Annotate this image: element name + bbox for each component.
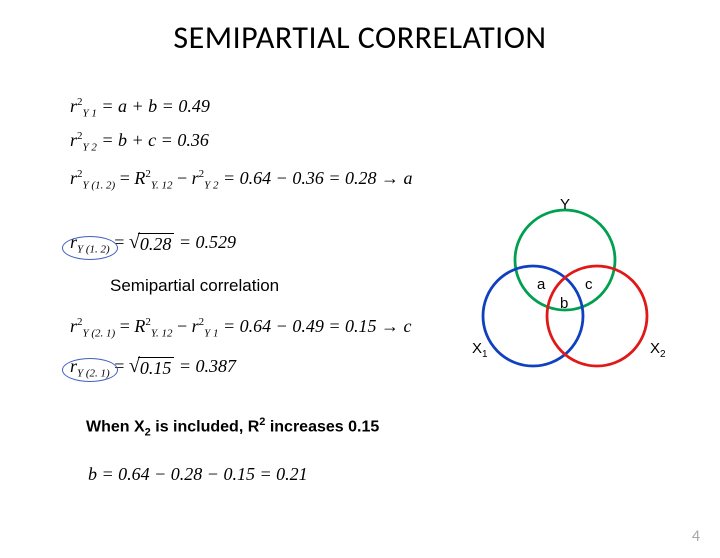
venn-label-x1: X1 (472, 340, 488, 360)
page-number: 4 (692, 527, 700, 546)
eq-ry12: r2Y (1. 2) = R2Y. 12 − r2Y 2 = 0.64 − 0.… (70, 168, 412, 192)
eq-ry2: r2Y 2 = b + c = 0.36 (70, 130, 209, 154)
venn-label-a: a (537, 276, 545, 293)
venn-svg (455, 198, 675, 388)
venn-label-y: Y (560, 196, 570, 213)
note-r2-increase: When X2 is included, R2 increases 0.15 (86, 416, 379, 439)
venn-label-c: c (585, 276, 593, 293)
venn-label-x2: X2 (650, 340, 666, 360)
eq-b: b = 0.64 − 0.28 − 0.15 = 0.21 (88, 464, 308, 485)
venn-circle-x2 (547, 266, 647, 366)
eq-ry21: r2Y (2. 1) = R2Y. 12 − r2Y 1 = 0.64 − 0.… (70, 316, 411, 340)
circle-highlight-1 (62, 236, 118, 260)
circle-highlight-2 (62, 358, 118, 382)
venn-label-b: b (560, 295, 568, 312)
label-semipartial: Semipartial correlation (110, 276, 279, 296)
venn-circle-x1 (483, 266, 583, 366)
eq-ry1: r2Y 1 = a + b = 0.49 (70, 96, 210, 120)
page-title: SEMIPARTIAL CORRELATION (0, 18, 720, 57)
